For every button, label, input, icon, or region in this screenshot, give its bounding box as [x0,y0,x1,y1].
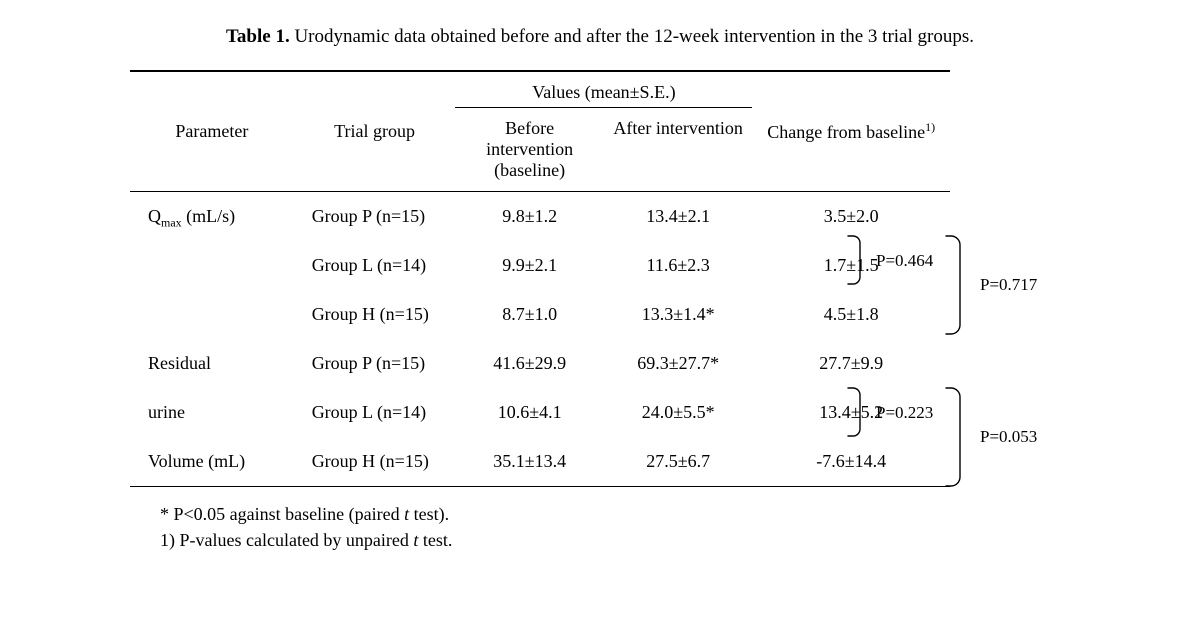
hdr-trial-group: Trial group [294,72,456,192]
footnotes: * P<0.05 against baseline (paired t test… [160,501,1160,553]
cell: 4.5±1.8 [752,290,950,339]
pvalue-inner: P=0.223 [876,403,933,423]
data-table: Parameter Trial group Values (mean±S.E.)… [130,70,950,487]
param-qmax-sub: max [161,216,182,230]
cell: 35.1±13.4 [455,437,603,487]
cell: Group L (n=14) [294,241,456,290]
cell: 41.6±29.9 [455,339,603,388]
cell: 9.8±1.2 [455,192,603,242]
pvalue-outer: P=0.053 [980,427,1037,447]
cell: 13.4±2.1 [604,192,752,242]
cell: 9.9±2.1 [455,241,603,290]
cell: Group P (n=15) [294,339,456,388]
footnote-text: test. [418,530,452,550]
cell: 27.5±6.7 [604,437,752,487]
hdr-values-span: Values (mean±S.E.) [455,72,752,108]
footnote-text: test). [409,504,449,524]
param-qmax: Qmax (mL/s) [130,192,294,340]
cell: Group P (n=15) [294,192,456,242]
cell: 10.6±4.1 [455,388,603,437]
cell: 27.7±9.9 [752,339,950,388]
param-qmax-q: Q [148,206,161,226]
cell: 13.3±1.4* [604,290,752,339]
caption-text: Urodynamic data obtained before and afte… [294,26,974,47]
table-wrap: Parameter Trial group Values (mean±S.E.)… [50,70,1150,487]
hdr-change-sup: 1) [925,120,935,134]
footnote-text: 1) P-values calculated by unpaired [160,530,413,550]
pvalue-outer: P=0.717 [980,275,1037,295]
param-residual-2: urine [130,388,294,437]
cell: 3.5±2.0 [752,192,950,242]
hdr-change: Change from baseline1) [752,72,950,192]
cell: 69.3±27.7* [604,339,752,388]
cell: Group H (n=15) [294,437,456,487]
cell: 24.0±5.5* [604,388,752,437]
pvalue-inner: P=0.464 [876,251,933,271]
cell: Group H (n=15) [294,290,456,339]
footnote-2: 1) P-values calculated by unpaired t tes… [160,527,1160,553]
cell: 11.6±2.3 [604,241,752,290]
hdr-after: After intervention [604,108,752,192]
cell: 8.7±1.0 [455,290,603,339]
hdr-before: Before intervention (baseline) [455,108,603,192]
cell: Group L (n=14) [294,388,456,437]
param-qmax-unit: (mL/s) [182,206,236,226]
hdr-change-text: Change from baseline [767,122,925,142]
caption-label: Table 1. [226,26,290,47]
footnote-text: * P<0.05 against baseline (paired [160,504,404,524]
param-residual-3: Volume (mL) [130,437,294,487]
hdr-parameter: Parameter [130,72,294,192]
cell: -7.6±14.4 [752,437,950,487]
table-caption: Table 1. Urodynamic data obtained before… [40,26,1160,48]
footnote-1: * P<0.05 against baseline (paired t test… [160,501,1160,527]
param-residual-1: Residual [130,339,294,388]
